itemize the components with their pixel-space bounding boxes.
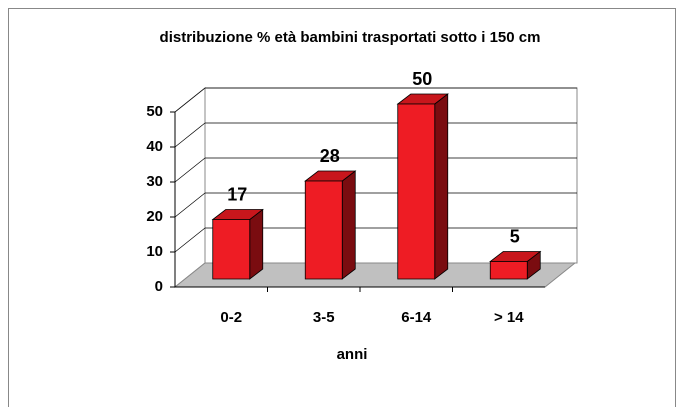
grid-line: [174, 192, 206, 218]
bar: [396, 93, 449, 280]
grid-line: [174, 122, 206, 148]
bar-front: [397, 103, 436, 280]
chart-title: distribuzione % età bambini trasportati …: [160, 29, 541, 46]
y-tick-label: 50: [146, 103, 163, 120]
data-label: 28: [320, 146, 340, 166]
x-tick-label: 0-2: [220, 309, 242, 326]
grid-line: [174, 157, 206, 183]
x-tick-label: > 14: [494, 309, 524, 326]
x-axis-label: anni: [337, 346, 368, 363]
data-label: 50: [412, 69, 432, 89]
bar-side: [341, 170, 356, 280]
grid-line: [174, 87, 206, 113]
y-tick-label: 20: [146, 208, 163, 225]
bar-front: [489, 261, 528, 280]
bar: [489, 250, 542, 280]
side-wall: [174, 86, 206, 289]
x-tick-label: 3-5: [313, 309, 335, 326]
bar-side: [249, 208, 264, 280]
x-tick-label: 6-14: [401, 309, 432, 326]
bar-side: [434, 93, 449, 280]
y-tick-label: 40: [146, 138, 163, 155]
grid-line: [174, 227, 206, 253]
bar-front: [304, 180, 343, 280]
bar: [211, 208, 264, 280]
data-label: 17: [227, 184, 247, 204]
y-tick-label: 10: [146, 243, 163, 260]
bar-front: [212, 219, 251, 280]
y-tick-label: 0: [155, 278, 163, 295]
bar: [304, 170, 357, 280]
y-tick-label: 30: [146, 173, 163, 190]
data-label: 5: [510, 226, 520, 246]
